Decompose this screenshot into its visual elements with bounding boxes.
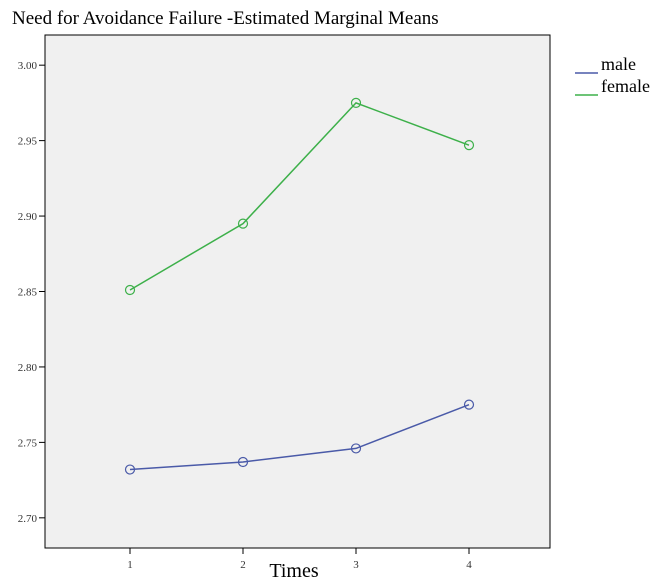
y-tick-label: 2.95	[18, 136, 38, 148]
data-point-male	[463, 399, 475, 410]
legend-label-female: female	[601, 76, 650, 96]
y-tick-label: 2.75	[18, 437, 38, 449]
x-axis-title: Times	[269, 560, 319, 582]
y-tick-label: 3.00	[18, 60, 38, 72]
chart-title: Need for Avoidance Failure -Estimated Ma…	[12, 8, 439, 29]
data-point-male	[237, 456, 249, 468]
series-line-female	[129, 102, 470, 291]
data-point-female	[237, 218, 249, 229]
y-tick-label: 2.90	[18, 211, 38, 223]
x-tick-label: 1	[127, 559, 133, 571]
data-point-male	[350, 443, 362, 454]
x-axis: 1 2 3 4	[127, 548, 472, 571]
series-layer	[124, 97, 475, 475]
series-line-male	[129, 403, 470, 471]
x-tick-label: 4	[466, 559, 472, 571]
plot-area	[44, 34, 551, 549]
data-point-female	[124, 284, 136, 296]
data-point-female	[350, 97, 362, 108]
y-tick-label: 2.80	[18, 362, 38, 374]
series-male	[124, 399, 475, 475]
y-axis: 2.70 2.75 2.80 2.85 2.90 2.95 3.00	[18, 60, 45, 525]
x-tick-label: 3	[353, 559, 359, 571]
data-point-male	[124, 464, 136, 475]
x-tick-label: 2	[240, 559, 246, 571]
series-female	[124, 97, 475, 296]
data-point-female	[463, 140, 475, 151]
legend-label-male: male	[601, 54, 636, 74]
y-tick-label: 2.85	[18, 287, 38, 299]
y-tick-label: 2.70	[18, 513, 38, 525]
